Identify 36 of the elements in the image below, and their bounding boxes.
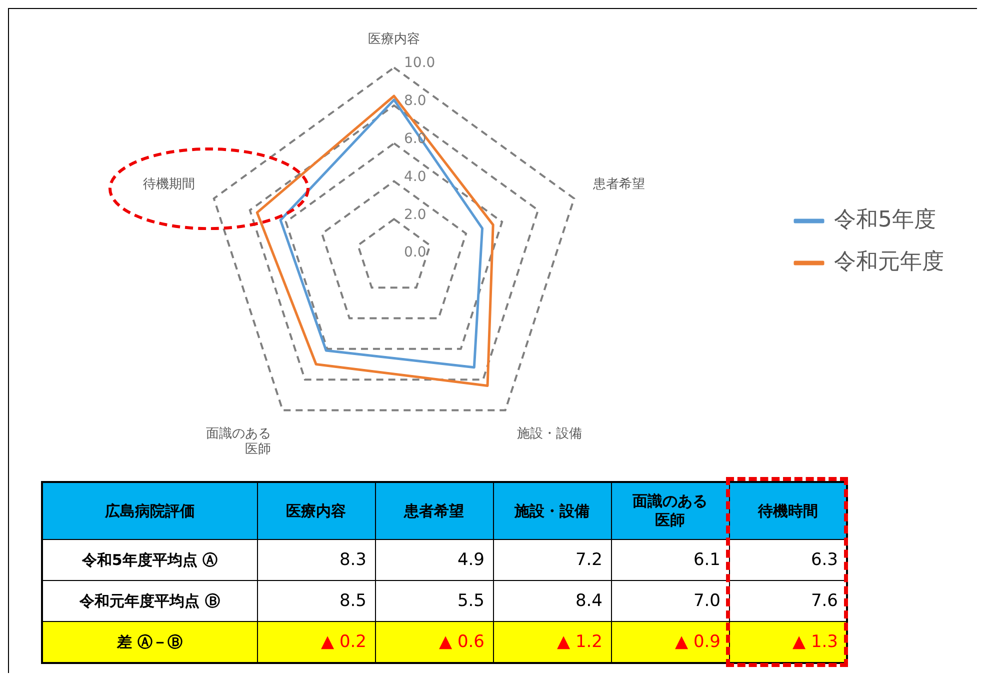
- text: 4.9: [375, 540, 493, 580]
- text: ▲ 0.6: [375, 622, 493, 663]
- text: 7.0: [611, 580, 729, 622]
- category-label: 患者希望: [404, 502, 464, 520]
- spoke-label: 待機期間: [142, 176, 195, 192]
- legend-label: 令和元年度: [834, 250, 944, 275]
- spoke-label: 医療内容: [368, 31, 420, 48]
- text: 8.5: [257, 580, 375, 622]
- text: ▲ 0.9: [611, 622, 729, 663]
- text: 8.3: [257, 540, 375, 580]
- text: 8.4: [493, 580, 611, 622]
- text: ▲ 0.2: [257, 622, 375, 663]
- text: 5.5: [375, 580, 493, 622]
- category-label: 面識のある医師: [632, 492, 708, 529]
- text: 令和5年度平均点 Ⓐ: [42, 540, 257, 580]
- spoke-label: 面識のある医師: [206, 426, 271, 458]
- text: 差 Ⓐ－Ⓑ: [42, 622, 257, 663]
- spoke-label: 施設・設備: [517, 426, 582, 442]
- y-tick-label: 4.0: [404, 168, 426, 185]
- text: 7.6: [729, 580, 847, 622]
- legend-label: 令和5年度: [834, 208, 936, 233]
- spoke-label: 患者希望: [592, 176, 646, 192]
- text: 6.3: [729, 540, 847, 580]
- y-tick-label: 8.0: [404, 93, 426, 110]
- y-tick-label: 2.0: [404, 206, 426, 223]
- y-tick-label: 0.0: [404, 244, 426, 261]
- text: ▲ 1.3: [729, 622, 847, 663]
- category-label: 施設・設備: [514, 502, 590, 520]
- text: 6.1: [611, 540, 729, 580]
- y-tick-label: 10.0: [404, 55, 436, 72]
- text: 7.2: [493, 540, 611, 580]
- text: 広島病院評価: [42, 482, 257, 540]
- category-label: 医療内容: [286, 502, 346, 520]
- text: ▲ 1.2: [493, 622, 611, 663]
- text: 令和元年度平均点 Ⓑ: [42, 580, 257, 622]
- text: 待機時間: [729, 482, 847, 540]
